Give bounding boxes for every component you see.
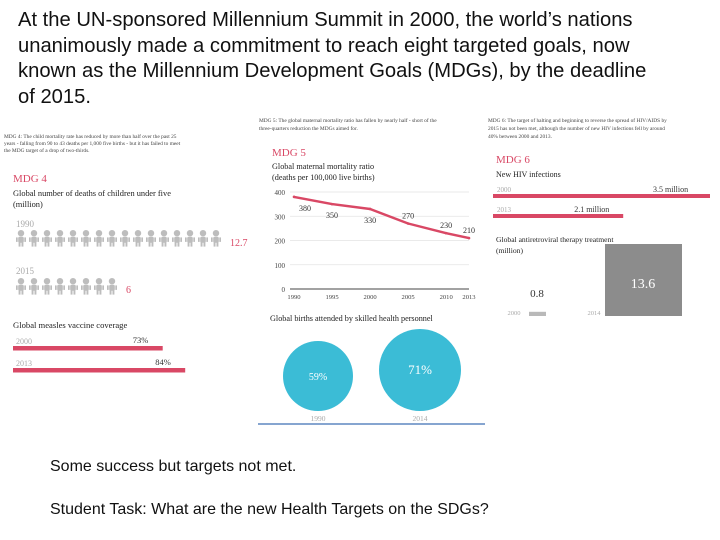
measles-title: Global measles vaccine coverage — [13, 320, 127, 330]
hiv-year-2000: 2000 — [497, 186, 512, 194]
data-label: 330 — [364, 216, 376, 225]
art-title: Global antiretroviral therapy treatment — [496, 235, 614, 244]
measles-value-2013: 84% — [155, 357, 171, 367]
art-title-unit: (million) — [496, 246, 523, 255]
data-point — [292, 195, 296, 199]
hiv-bar-2013 — [493, 214, 624, 218]
data-point — [330, 202, 334, 206]
births-title: Global births attended by skilled health… — [270, 314, 434, 323]
data-label: 210 — [463, 226, 475, 235]
mdg6-note-line: MDG 6: The target of halting and beginni… — [488, 117, 667, 124]
hiv-value-2013: 2.1 million — [574, 205, 609, 214]
series-line — [293, 195, 470, 240]
child-deaths-1990-value: 12.7 — [230, 238, 248, 249]
mdg6-note-line: 2015 has not been met, although the numb… — [488, 125, 665, 132]
art-year-2000: 2000 — [508, 310, 521, 317]
x-tick-label: 2000 — [363, 294, 377, 301]
births-circle-2014 — [379, 329, 461, 411]
y-tick-label: 300 — [275, 213, 286, 221]
mdg4-subtitle: Global number of deaths of children unde… — [13, 189, 171, 198]
year-label-2015: 2015 — [16, 266, 35, 276]
mdg4-note-line: MDG 4: The child mortality rate has redu… — [4, 133, 177, 140]
art-value-2014: 13.6 — [631, 277, 656, 292]
title-line: of 2015. — [18, 85, 91, 108]
measles-year-2013: 2013 — [16, 359, 32, 368]
mdg5-subtitle-unit: (deaths per 100,000 live births) — [272, 173, 375, 182]
mdg4-label: MDG 4 — [13, 173, 47, 185]
measles-bar-2013 — [13, 368, 186, 373]
mdg5-note-line: three-quarters reduction the MDGs aimed … — [259, 125, 358, 132]
births-year-1990: 1990 — [311, 414, 326, 423]
mdg-infographic: MDG 4: The child mortality rate has redu… — [4, 117, 710, 425]
data-label: 350 — [326, 211, 338, 220]
hiv-year-2013: 2013 — [497, 206, 512, 214]
child-deaths-2015-value: 6 — [126, 285, 131, 296]
mdg6-label: MDG 6 — [496, 154, 530, 166]
x-tick-label: 2013 — [462, 294, 476, 301]
y-tick-label: 0 — [282, 286, 286, 294]
y-tick-label: 200 — [275, 238, 286, 246]
births-circle-1990 — [283, 341, 353, 411]
x-tick-label: 2005 — [402, 294, 416, 301]
title-line: At the UN-sponsored Millennium Summit in… — [18, 9, 633, 31]
student-task: Student Task: What are the new Health Ta… — [50, 501, 489, 518]
child-deaths-2015-icons — [16, 278, 117, 295]
mdg4-note-line: years - falling from 90 to 43 deaths per… — [4, 140, 181, 147]
measles-bar-2000 — [13, 346, 163, 351]
births-year-2014: 2014 — [413, 414, 428, 423]
art-bar-2000 — [529, 311, 546, 316]
mdg4-subtitle-unit: (million) — [13, 200, 43, 209]
y-tick-label: 400 — [275, 189, 286, 197]
art-year-2014: 2014 — [588, 310, 602, 317]
art-value-2000: 0.8 — [530, 288, 544, 300]
y-tick-label: 100 — [275, 262, 286, 270]
mdg4-note-line: the MDG target of a drop of two-thirds. — [4, 147, 90, 154]
measles-value-2000: 73% — [133, 335, 149, 345]
x-tick-label: 1990 — [287, 294, 301, 301]
mdg6-note-line: 40% between 2000 and 2013. — [488, 134, 552, 140]
maternal-mortality-chart: 0 100 200 300 400 1990 1995 2000 2005 2010 2013 380… — [275, 189, 477, 301]
data-label: 380 — [299, 204, 311, 213]
data-label: 270 — [402, 212, 414, 221]
births-value-1990: 59% — [309, 372, 327, 383]
mdg6-subtitle: New HIV infections — [496, 170, 561, 179]
title-line: known as the Millennium Development Goal… — [18, 60, 647, 83]
x-tick-label: 2010 — [440, 294, 454, 301]
hiv-value-2000: 3.5 million — [653, 185, 688, 194]
x-tick-label: 1995 — [325, 294, 339, 301]
births-value-2014: 71% — [408, 362, 432, 377]
mdg5-note-line: MDG 5: The global maternal mortality rat… — [259, 117, 437, 124]
art-bar-2014 — [605, 244, 682, 316]
caption: Some success but targets not met. — [50, 458, 297, 475]
measles-year-2000: 2000 — [16, 337, 32, 346]
child-deaths-1990-icons — [16, 230, 221, 247]
mdg5-label: MDG 5 — [272, 147, 306, 159]
data-point — [444, 231, 448, 235]
data-point — [406, 222, 410, 225]
mdg5-subtitle: Global maternal mortality ratio — [272, 162, 374, 171]
title-line: unanimously made a commitment to reach e… — [18, 34, 630, 57]
year-label-1990: 1990 — [16, 219, 35, 229]
hiv-bar-2000 — [493, 194, 710, 198]
slide-title: At the UN-sponsored Millennium Summit in… — [18, 8, 708, 110]
data-label: 230 — [440, 221, 452, 230]
data-point — [467, 236, 471, 240]
data-point — [368, 207, 372, 211]
